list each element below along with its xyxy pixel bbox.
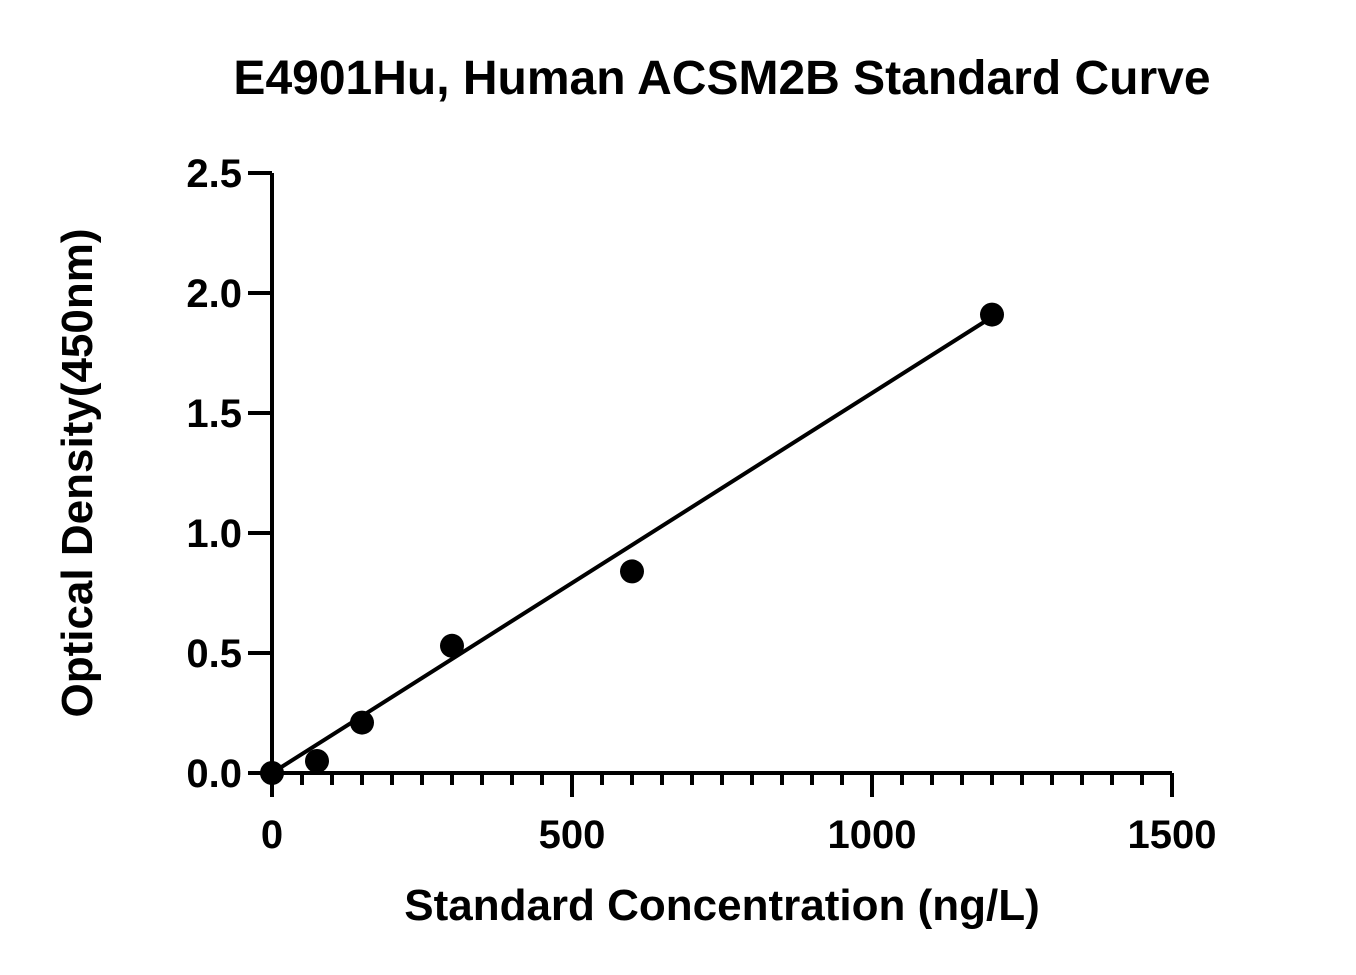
y-axis-label: Optical Density(450nm) [53,228,102,717]
x-axis-label: Standard Concentration (ng/L) [404,881,1040,930]
y-tick-label: 2.0 [186,272,242,316]
y-tick-label: 2.5 [186,152,242,196]
axes [270,173,1172,775]
data-point [620,559,644,584]
fit-line [270,315,994,775]
data-point [260,761,284,785]
y-tick-label: 0.5 [186,632,242,676]
x-tick-label: 1000 [828,813,917,857]
data-point [440,633,464,658]
data-points [260,302,1004,785]
y-tick-label: 0.0 [186,752,242,796]
data-point [350,710,374,735]
data-point [980,302,1004,327]
x-tick-label: 500 [539,813,606,857]
x-tick-label: 1500 [1128,813,1217,857]
y-tick-label: 1.5 [186,392,242,436]
x-tick-label: 0 [261,813,283,857]
y-ticks: 0.0 0.5 1.0 1.5 2.0 2.5 [186,152,272,796]
chart-title: E4901Hu, Human ACSM2B Standard Curve [233,52,1210,105]
data-point [305,749,329,773]
fit-line-group [270,315,994,775]
x-ticks: 0 500 1000 1500 [261,773,1217,857]
y-tick-label: 1.0 [186,512,242,556]
